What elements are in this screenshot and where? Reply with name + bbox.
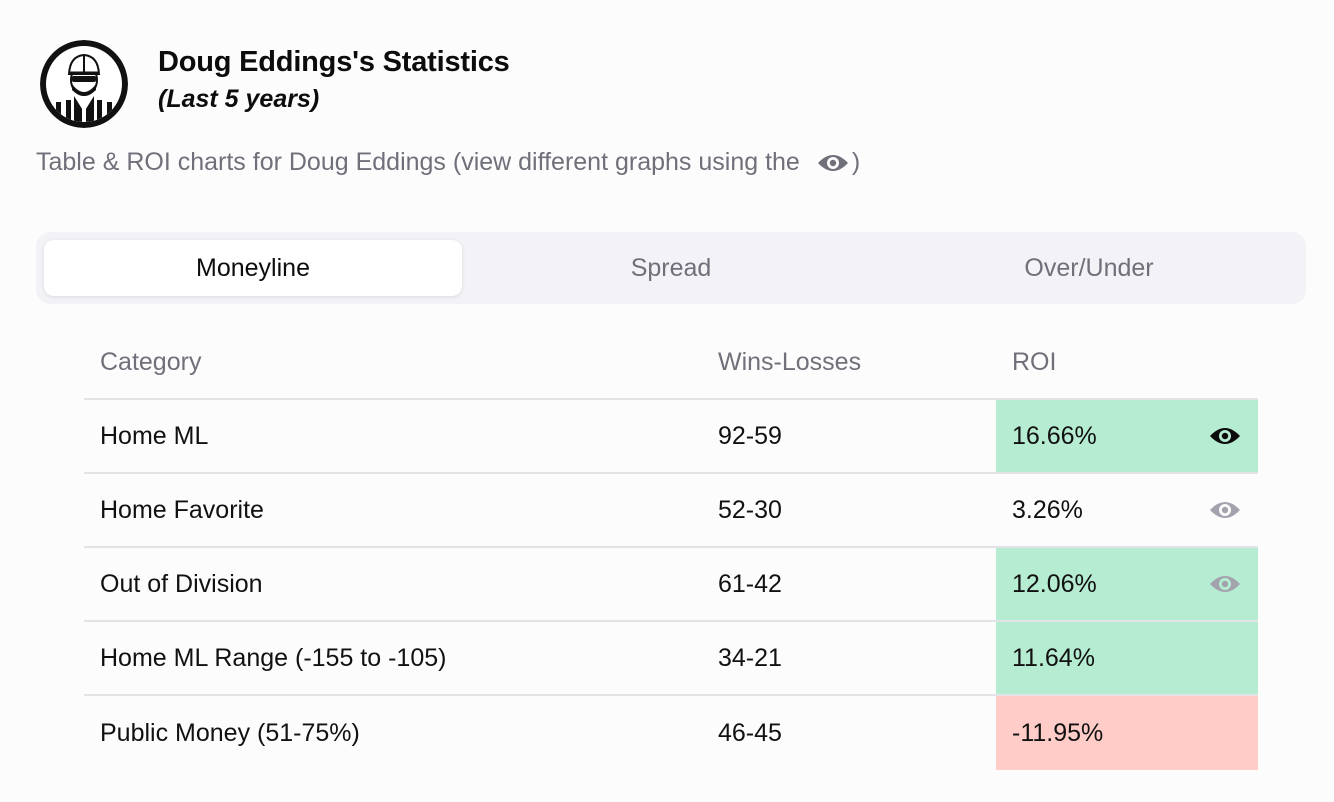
roi-value: -11.95% [1012, 718, 1104, 747]
table-row: Home ML 92-59 16.66% [84, 400, 1258, 474]
eye-icon[interactable] [1208, 498, 1242, 522]
roi-cell: -11.95% [996, 696, 1258, 770]
roi-cell: 3.26% [996, 474, 1258, 546]
roi-value: 12.06% [1012, 569, 1097, 598]
description-text: Table & ROI charts for Doug Eddings (vie… [36, 148, 800, 176]
page-description: Table & ROI charts for Doug Eddings (vie… [36, 148, 860, 177]
roi-value: 3.26% [1012, 495, 1083, 524]
column-header-roi: ROI [1012, 347, 1057, 376]
tab-spread[interactable]: Spread [630, 253, 712, 282]
category-cell: Public Money (51-75%) [100, 718, 360, 747]
category-cell: Out of Division [100, 569, 263, 598]
category-cell: Home ML [100, 421, 209, 450]
page-header: Doug Eddings's Statistics (Last 5 years) [40, 40, 510, 128]
column-header-category: Category [100, 347, 202, 376]
table-header: Category Wins-Losses ROI [84, 326, 1258, 400]
table-row: Out of Division 61-42 12.06% [84, 548, 1258, 622]
roi-cell: 16.66% [996, 400, 1258, 472]
table-row: Home Favorite 52-30 3.26% [84, 474, 1258, 548]
roi-value: 11.64% [1012, 643, 1095, 672]
description-suffix: ) [851, 148, 861, 176]
category-cell: Home ML Range (-155 to -105) [100, 643, 447, 672]
roi-cell: 11.64% [996, 622, 1258, 694]
category-cell: Home Favorite [100, 495, 264, 524]
record-cell: 52-30 [718, 495, 782, 524]
table-row: Public Money (51-75%) 46-45 -11.95% [84, 696, 1258, 770]
bet-type-tabs: Moneyline Spread Over/Under [36, 232, 1306, 304]
eye-icon[interactable] [1208, 424, 1242, 448]
page-title: Doug Eddings's Statistics [158, 46, 510, 78]
stats-table: Category Wins-Losses ROI Home ML 92-59 1… [84, 326, 1258, 770]
eye-icon[interactable] [1208, 572, 1242, 596]
record-cell: 46-45 [718, 718, 782, 747]
record-cell: 92-59 [718, 421, 782, 450]
referee-avatar-icon [40, 40, 128, 128]
tab-over-under[interactable]: Over/Under [1024, 253, 1154, 282]
page-subtitle: (Last 5 years) [158, 85, 320, 113]
record-cell: 34-21 [718, 643, 782, 672]
eye-icon [816, 151, 850, 175]
table-row: Home ML Range (-155 to -105) 34-21 11.64… [84, 622, 1258, 696]
column-header-record: Wins-Losses [718, 347, 862, 376]
record-cell: 61-42 [718, 569, 782, 598]
tab-moneyline[interactable]: Moneyline [44, 240, 462, 296]
roi-cell: 12.06% [996, 548, 1258, 620]
roi-value: 16.66% [1012, 421, 1097, 450]
